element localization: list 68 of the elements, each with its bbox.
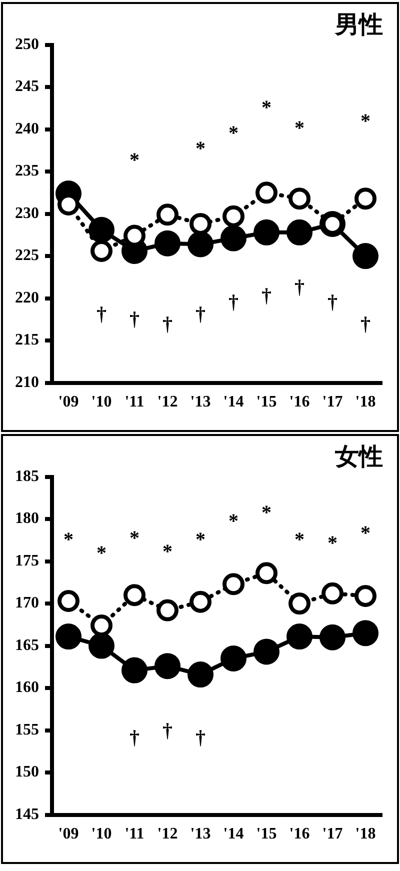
y-tick-label: 175: [15, 552, 39, 570]
x-tick-label: '09: [58, 826, 79, 843]
annotation: *: [96, 542, 106, 565]
y-tick-label: 185: [15, 468, 39, 485]
y-tick-label: 145: [15, 806, 39, 823]
x-tick-label: '13: [190, 826, 211, 843]
chart-title: 男性: [334, 10, 383, 39]
annotation: †: [328, 292, 338, 314]
x-tick-label: '09: [58, 394, 79, 411]
y-tick-label: 165: [15, 636, 39, 654]
y-tick-label: 210: [15, 374, 39, 391]
annotation: †: [360, 314, 370, 336]
y-tick-label: 180: [15, 510, 39, 528]
y-tick-label: 245: [15, 78, 39, 96]
annotation: *: [262, 97, 272, 120]
x-tick-label: '12: [157, 826, 178, 843]
chart-title: 女性: [334, 442, 383, 471]
annotation: *: [228, 122, 238, 145]
x-tick-label: '16: [289, 394, 310, 411]
annotation: †: [130, 726, 140, 749]
annotation: †: [262, 284, 272, 307]
annotation: †: [162, 720, 172, 742]
x-tick-label: '14: [223, 826, 244, 843]
x-tick-label: '11: [124, 826, 144, 843]
annotation: †: [130, 308, 140, 330]
x-tick-label: '17: [322, 394, 343, 411]
annotation: †: [162, 314, 172, 336]
annotation: †: [196, 726, 206, 749]
annotation: *: [196, 529, 206, 552]
y-tick-label: 230: [15, 204, 39, 222]
x-tick-label: '12: [157, 394, 178, 411]
y-tick-label: 215: [15, 332, 39, 349]
annotation: *: [262, 502, 272, 524]
annotation: *: [328, 532, 338, 555]
y-tick-label: 150: [15, 764, 39, 781]
annotation: *: [162, 541, 172, 564]
x-tick-label: '15: [256, 826, 277, 843]
annotation: *: [360, 110, 370, 133]
x-tick-label: '15: [256, 394, 277, 411]
annotation: *: [294, 117, 304, 140]
y-tick-label: 240: [15, 120, 39, 138]
annotation: †: [294, 276, 304, 298]
annotation: *: [294, 529, 304, 552]
annotation: *: [130, 150, 140, 172]
x-tick-label: '10: [91, 826, 112, 843]
x-tick-label: '11: [124, 394, 144, 411]
y-tick-label: 250: [15, 36, 39, 53]
annotation: †: [196, 303, 206, 326]
annotation: *: [130, 528, 140, 550]
y-tick-label: 220: [15, 289, 39, 306]
annotation: *: [228, 510, 238, 533]
y-tick-label: 170: [15, 594, 39, 612]
x-tick-label: '13: [190, 394, 211, 411]
x-tick-label: '14: [223, 394, 244, 411]
annotation: *: [360, 522, 370, 544]
y-tick-label: 225: [15, 247, 39, 264]
x-tick-label: '18: [355, 394, 376, 411]
x-tick-label: '18: [355, 826, 376, 843]
annotation: *: [196, 138, 206, 160]
y-tick-label: 160: [15, 679, 39, 696]
x-tick-label: '17: [322, 826, 343, 843]
x-tick-label: '10: [91, 394, 112, 411]
annotation: *: [64, 529, 74, 552]
x-tick-label: '16: [289, 826, 310, 843]
y-tick-label: 155: [15, 721, 39, 738]
annotation: †: [96, 303, 106, 326]
annotation: †: [228, 292, 238, 314]
y-tick-label: 235: [15, 162, 39, 180]
